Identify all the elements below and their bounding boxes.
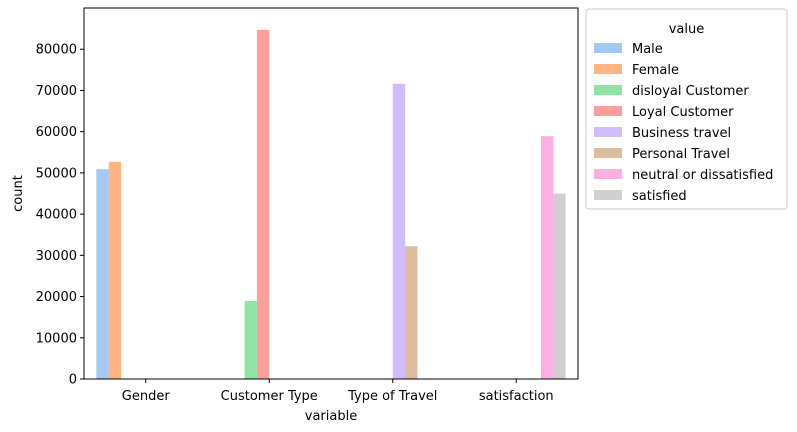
- bar: [392, 83, 406, 379]
- legend-swatch: [594, 127, 622, 137]
- legend-label: Loyal Customer: [632, 105, 734, 120]
- y-tick-label: 40000: [36, 208, 77, 223]
- plot-frame: [83, 7, 579, 380]
- x-axis-label: variable: [305, 409, 357, 424]
- y-tick-label: 30000: [36, 249, 77, 264]
- legend-swatch: [594, 169, 622, 179]
- legend-swatch: [594, 43, 622, 53]
- bar: [540, 136, 554, 379]
- bar: [108, 161, 122, 379]
- bars-group: [96, 29, 566, 379]
- y-tick-label: 70000: [36, 84, 77, 99]
- x-tick-label: Type of Travel: [347, 389, 437, 404]
- legend-label: Male: [632, 42, 663, 57]
- y-tick-label: 20000: [36, 290, 77, 305]
- legend-label: neutral or dissatisfied: [632, 168, 773, 183]
- legend-box: [585, 8, 788, 210]
- legend-swatch: [594, 106, 622, 116]
- y-tick-label: 10000: [36, 331, 77, 346]
- bar: [96, 169, 109, 379]
- legend: value Male Female disloyal Customer Loyal C…: [585, 8, 788, 210]
- x-tick-label: satisfaction: [479, 389, 554, 404]
- legend-title: value: [669, 22, 705, 37]
- bar: [256, 29, 270, 379]
- legend-swatch: [594, 85, 622, 95]
- x-tick-label: Customer Type: [221, 389, 318, 404]
- legend-label: Personal Travel: [632, 147, 730, 162]
- y-tick-label: 80000: [36, 43, 77, 58]
- x-axis: Gender Customer Type Type of Travel satisfa…: [122, 379, 554, 404]
- legend-label: Female: [632, 63, 679, 78]
- bar: [553, 193, 566, 379]
- legend-swatch: [594, 64, 622, 74]
- y-axis: 0 10000 20000 30000 40000 50000 60000 70000 8000…: [36, 43, 84, 388]
- legend-label: satisfied: [632, 189, 687, 204]
- bar: [405, 246, 418, 379]
- y-tick-label: 60000: [36, 125, 77, 140]
- y-tick-label: 50000: [36, 166, 77, 181]
- legend-label: Business travel: [632, 126, 731, 141]
- legend-swatch: [594, 148, 622, 158]
- bar: [244, 301, 257, 379]
- y-axis-label: count: [11, 175, 26, 212]
- x-tick-label: Gender: [122, 389, 171, 404]
- legend-label: disloyal Customer: [632, 84, 749, 99]
- y-tick-label: 0: [69, 373, 77, 388]
- legend-swatch: [594, 190, 622, 200]
- legend-items: Male Female disloyal Customer Loyal Custome…: [594, 42, 773, 204]
